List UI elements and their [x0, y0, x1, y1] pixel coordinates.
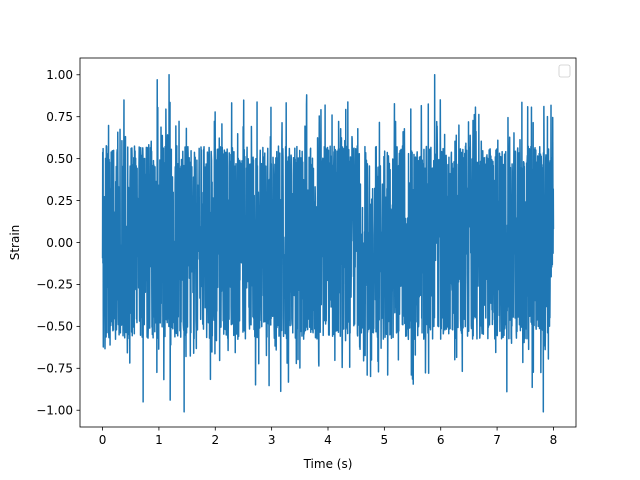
strain-signal-line [101, 74, 555, 413]
y-tick-label: −0.25 [36, 278, 73, 292]
y-tick-label: 0.50 [46, 152, 73, 166]
y-axis: 1.00 0.75 0.50 0.25 0.00 −0.25 −0.50 −0.75 −1.00 [36, 68, 80, 418]
strain-signal-series [101, 74, 555, 413]
y-tick-label: −0.50 [36, 320, 73, 334]
y-tick-label: −1.00 [36, 404, 73, 418]
x-axis: 0 1 2 3 4 5 6 7 8 [99, 427, 558, 447]
x-tick-label: 8 [550, 433, 558, 447]
x-tick-label: 0 [99, 433, 107, 447]
legend-box [558, 64, 571, 78]
x-tick-label: 4 [324, 433, 332, 447]
x-tick-label: 6 [437, 433, 445, 447]
y-tick-label: −0.75 [36, 362, 73, 376]
y-tick-label: 0.00 [46, 236, 73, 250]
x-axis-label: Time (s) [303, 457, 353, 471]
y-tick-label: 1.00 [46, 68, 73, 82]
x-tick-label: 1 [155, 433, 163, 447]
x-tick-label: 3 [268, 433, 276, 447]
x-tick-label: 5 [381, 433, 389, 447]
x-tick-label: 2 [211, 433, 219, 447]
y-tick-label: 0.25 [46, 194, 73, 208]
y-axis-label: Strain [8, 225, 22, 261]
y-tick-label: 0.75 [46, 110, 73, 124]
x-tick-label: 7 [493, 433, 501, 447]
